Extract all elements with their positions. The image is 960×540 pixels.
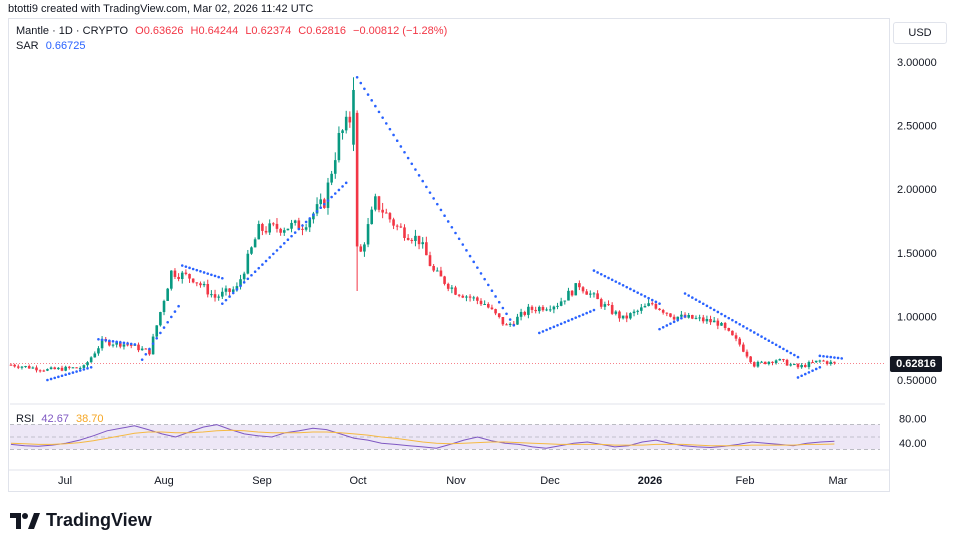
change-value: −0.00812 (−1.28%) (353, 25, 448, 37)
price-tick-label: 0.50000 (897, 375, 937, 387)
rsi-ma-value: 38.70 (76, 413, 104, 425)
sar-legend: SAR 0.66725 (16, 40, 89, 52)
symbol-label[interactable]: Mantle · 1D · CRYPTO (16, 25, 129, 37)
brand-name: TradingView (46, 510, 152, 530)
chart-attribution: btotti9 created with TradingView.com, Ma… (8, 3, 314, 15)
price-tick-label: 2.50000 (897, 121, 937, 133)
rsi-label[interactable]: RSI (16, 413, 35, 425)
sar-label[interactable]: SAR (16, 40, 39, 52)
open-value: O0.63626 (135, 25, 184, 37)
rsi-value: 42.67 (41, 413, 69, 425)
price-tick-label: 2.00000 (897, 184, 937, 196)
rsi-tick-label: 40.00 (899, 438, 927, 450)
price-tick-label: 3.00000 (897, 57, 937, 69)
last-price-tag: 0.62816 (890, 355, 942, 372)
sar-value: 0.66725 (45, 40, 86, 52)
close-value: C0.62816 (298, 25, 346, 37)
rsi-tick-label: 80.00 (899, 413, 927, 425)
low-value: L0.62374 (245, 25, 292, 37)
tradingview-logo-icon (10, 512, 40, 529)
high-value: H0.64244 (190, 25, 239, 37)
rsi-legend: RSI 42.67 38.70 (16, 413, 108, 425)
chart-frame (8, 18, 890, 492)
price-tick-label: 1.50000 (897, 248, 937, 260)
ohlc-legend: Mantle · 1D · CRYPTO O0.63626 H0.64244 L… (16, 25, 451, 37)
tradingview-brand[interactable]: TradingView (10, 510, 152, 531)
currency-button[interactable]: USD (893, 22, 947, 44)
price-tick-label: 1.00000 (897, 311, 937, 323)
